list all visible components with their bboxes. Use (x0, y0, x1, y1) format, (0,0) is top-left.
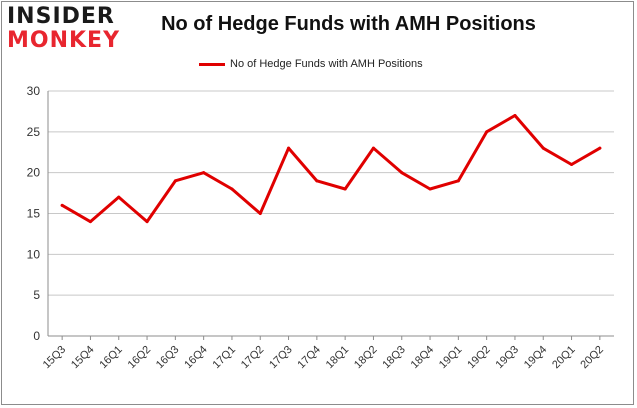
x-tick-label: 19Q4 (522, 344, 550, 372)
y-tick-label: 10 (27, 247, 41, 261)
chart-title: No of Hedge Funds with AMH Positions (161, 13, 536, 35)
x-tick-label: 20Q1 (550, 344, 578, 372)
x-tick-label: 19Q2 (465, 344, 493, 372)
data-point (287, 146, 291, 150)
data-point (513, 114, 517, 117)
data-point (570, 163, 574, 166)
x-tick-label: 15Q3 (41, 344, 69, 372)
chart-legend: No of Hedge Funds with AMH Positions (199, 56, 423, 72)
x-tick-label: 15Q4 (69, 344, 97, 372)
data-point (428, 187, 432, 191)
y-tick-label: 20 (27, 166, 41, 180)
y-tick-label: 0 (33, 329, 40, 343)
data-point (258, 212, 262, 215)
x-tick-label: 17Q3 (267, 344, 295, 372)
x-tick-label: 16Q4 (182, 344, 210, 372)
logo-text-insider: INSIDER (7, 4, 115, 29)
x-tick-label: 19Q1 (437, 344, 465, 372)
legend-line-swatch (199, 62, 225, 66)
data-point (456, 179, 460, 183)
data-point (88, 220, 92, 224)
x-tick-label: 18Q3 (380, 344, 408, 372)
x-tick-label: 17Q2 (239, 344, 267, 372)
data-point (598, 146, 602, 150)
x-tick-label: 16Q2 (126, 344, 154, 372)
data-point (485, 130, 489, 134)
y-tick-label: 15 (27, 207, 41, 221)
data-point (315, 179, 319, 183)
data-point (173, 179, 177, 183)
y-tick-label: 5 (33, 288, 40, 302)
data-point (371, 146, 375, 150)
data-point (343, 187, 347, 191)
logo-text-monkey: MONKEY (7, 28, 121, 53)
x-tick-label: 17Q1 (211, 344, 239, 372)
x-tick-label: 16Q1 (97, 344, 125, 372)
data-point (145, 220, 149, 224)
x-tick-label: 17Q4 (295, 344, 323, 372)
data-point (541, 146, 545, 150)
x-tick-label: 20Q2 (578, 344, 606, 372)
x-tick-label: 19Q3 (494, 344, 522, 372)
y-tick-label: 30 (27, 84, 41, 98)
data-point (400, 171, 404, 175)
x-tick-label: 18Q4 (409, 344, 437, 372)
x-tick-label: 16Q3 (154, 344, 182, 372)
series-line (60, 114, 602, 224)
y-tick-label: 25 (27, 125, 41, 139)
data-point (60, 203, 64, 207)
insider-monkey-logo: INSIDER MONKEY (7, 4, 119, 54)
data-point (230, 187, 234, 191)
legend-label: No of Hedge Funds with AMH Positions (230, 58, 423, 70)
data-point (117, 195, 121, 199)
data-point (202, 171, 206, 175)
x-tick-label: 18Q2 (352, 344, 380, 372)
x-tick-label: 18Q1 (324, 344, 352, 372)
